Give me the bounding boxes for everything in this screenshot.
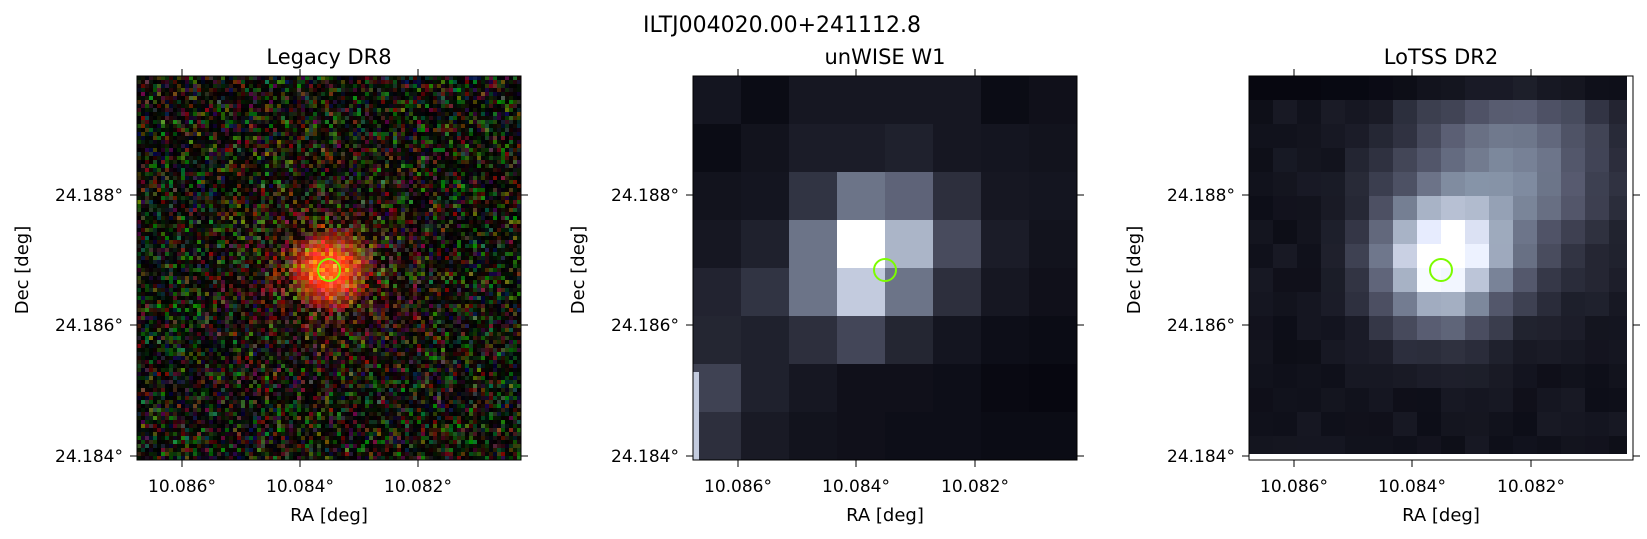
y-axis-label: Dec [deg] (568, 226, 589, 315)
y-tick-label: 24.188° (55, 186, 123, 206)
axes-frame (1248, 75, 1634, 461)
axes-frame (692, 75, 1078, 461)
y-tick-label: 24.186° (1167, 316, 1235, 336)
y-axis-label: Dec [deg] (1124, 226, 1145, 315)
x-tick-label: 10.084° (822, 477, 890, 497)
x-tick-label: 10.086° (148, 477, 216, 497)
y-tick-label: 24.184° (611, 447, 679, 467)
y-tick-label: 24.184° (55, 447, 123, 467)
x-tick-label: 10.082° (1497, 477, 1565, 497)
x-axis-label: RA [deg] (1402, 505, 1480, 526)
x-ticks (737, 69, 976, 467)
y-ticks (1242, 194, 1640, 457)
panel-title: Legacy DR8 (266, 45, 391, 69)
x-ticks (1293, 69, 1532, 467)
axes-frame (136, 75, 522, 461)
panel-unwise-w1: unWISE W1 10.086° 10.084° 10.082° 24.188… (568, 45, 1084, 526)
source-marker (317, 258, 341, 282)
x-tick-label: 10.082° (384, 477, 452, 497)
x-tick-label: 10.086° (704, 477, 772, 497)
y-axis-label: Dec [deg] (12, 226, 33, 315)
x-axis-label: RA [deg] (290, 505, 368, 526)
y-tick-label: 24.186° (55, 316, 123, 336)
legacy-dr8-image (137, 76, 522, 461)
x-tick-label: 10.086° (1260, 477, 1328, 497)
x-tick-label: 10.082° (941, 477, 1009, 497)
panel-title: unWISE W1 (825, 45, 946, 69)
x-tick-label: 10.084° (266, 477, 334, 497)
x-tick-label: 10.084° (1378, 477, 1446, 497)
source-marker (873, 258, 897, 282)
x-ticks (181, 69, 419, 467)
lotss-dr2-image (1249, 76, 1634, 461)
y-ticks (130, 194, 528, 457)
unwise-w1-image (693, 76, 1078, 461)
x-axis-label: RA [deg] (846, 505, 924, 526)
y-tick-label: 24.186° (611, 316, 679, 336)
source-marker (1429, 258, 1453, 282)
y-tick-label: 24.188° (611, 186, 679, 206)
panel-lotss-dr2: LoTSS DR2 10.086° 10.084° 10.082° 24.188… (1124, 45, 1640, 526)
panel-title: LoTSS DR2 (1384, 45, 1498, 69)
panel-legacy-dr8: Legacy DR8 10.086° 10.084° 10.082° 24.18… (12, 45, 528, 526)
y-ticks (686, 194, 1084, 457)
figure-title: ILTJ004020.00+241112.8 (643, 13, 921, 38)
y-tick-label: 24.184° (1167, 447, 1235, 467)
y-tick-label: 24.188° (1167, 186, 1235, 206)
